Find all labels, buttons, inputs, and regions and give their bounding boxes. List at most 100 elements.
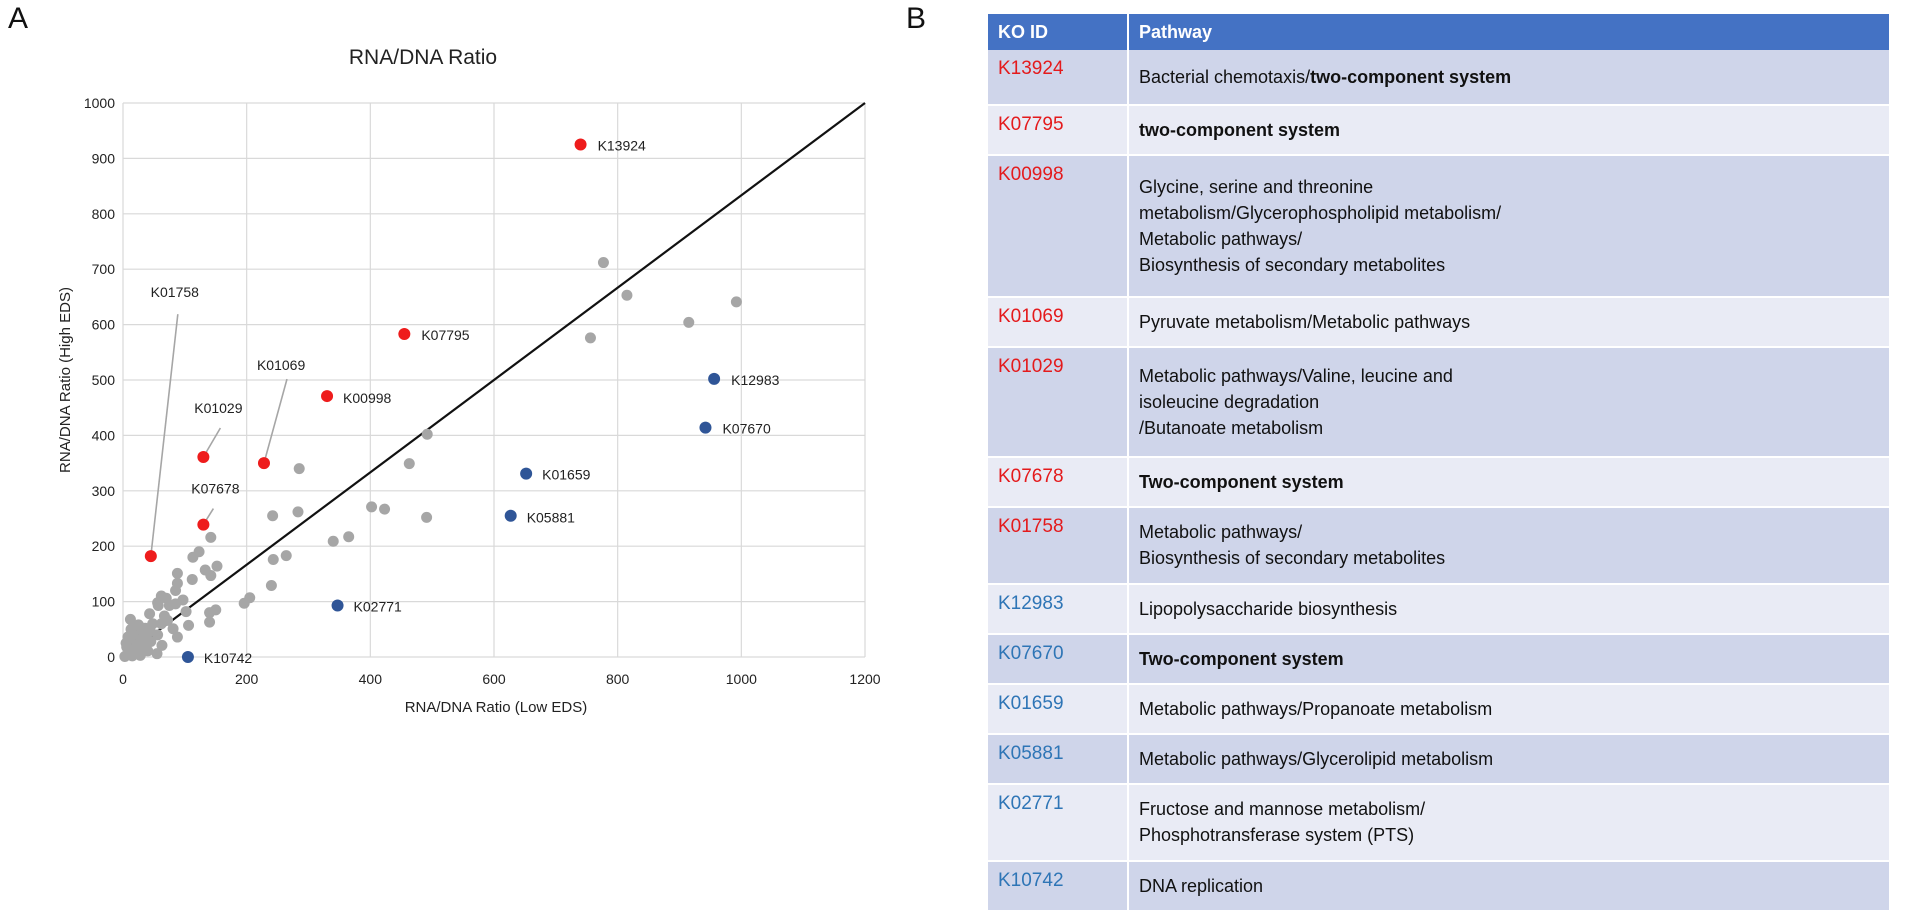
y-tick-label: 300: [92, 483, 116, 499]
ko-id-cell: K05881: [988, 733, 1129, 785]
y-tick-label: 400: [92, 427, 116, 443]
pathway-line: /Butanoate metabolism: [1139, 415, 1879, 441]
pathway-line: Bacterial chemotaxis/two-component syste…: [1139, 64, 1879, 90]
y-tick-label: 500: [92, 372, 116, 388]
pathway-line: Metabolic pathways/Valine, leucine and: [1139, 363, 1879, 389]
chart-title: RNA/DNA Ratio: [349, 46, 497, 69]
header-ko-id: KO ID: [988, 14, 1129, 50]
data-point: [171, 631, 183, 643]
pathway-cell: Bacterial chemotaxis/two-component syste…: [1128, 50, 1891, 106]
pathway-text-bold: two-component system: [1310, 66, 1512, 87]
x-tick-label: 1000: [726, 671, 757, 687]
data-points: [119, 138, 742, 663]
data-point: [265, 580, 277, 592]
data-point: [139, 637, 151, 649]
pathway-cell: Fructose and mannose metabolism/Phosphot…: [1128, 783, 1891, 863]
data-point: [730, 296, 742, 308]
data-point-k05881: [504, 509, 517, 522]
y-tick-label: 600: [92, 317, 116, 333]
pathway-cell: Two-component system: [1128, 456, 1891, 508]
pathway-text: Metabolic pathways/Glycerolipid metaboli…: [1139, 748, 1494, 769]
data-point: [167, 623, 179, 635]
table-row: K07795 two-component system: [988, 104, 1891, 156]
data-point: [132, 619, 144, 631]
pathway-line: Metabolic pathways/Glycerolipid metaboli…: [1139, 746, 1879, 772]
panel-label-b: B: [906, 2, 927, 35]
data-point-k13924: [574, 138, 587, 151]
point-label-k07678: K07678: [191, 481, 239, 497]
pathway-cell: Glycine, serine and threonine metabolism/…: [1128, 154, 1891, 299]
pathway-cell: Two-component system: [1128, 633, 1891, 685]
data-point-k01659: [520, 467, 533, 480]
pathway-line: Biosynthesis of secondary metabolites: [1139, 252, 1879, 278]
ko-id-cell: K13924: [988, 50, 1129, 106]
data-point: [170, 585, 182, 597]
data-point: [155, 618, 167, 630]
data-point: [205, 531, 217, 543]
pathway-text: Metabolic pathways/: [1139, 228, 1303, 249]
data-point: [238, 597, 250, 609]
table-row: K07678 Two-component system: [988, 456, 1891, 508]
table-row: K01659 Metabolic pathways/Propanoate meta…: [988, 683, 1891, 735]
table-row: K01029 Metabolic pathways/Valine, leucine…: [988, 346, 1891, 458]
pathway-line: metabolism/Glycerophospholipid metabolis…: [1139, 200, 1879, 226]
pathway-line: Pyruvate metabolism/Metabolic pathways: [1139, 309, 1879, 335]
data-point: [151, 648, 163, 660]
data-point: [183, 619, 195, 631]
y-tick-label: 800: [92, 206, 116, 222]
pathway-line: Phosphotransferase system (PTS): [1139, 822, 1879, 848]
ko-id-cell: K01758: [988, 506, 1129, 586]
data-point: [204, 607, 216, 619]
pathway-cell: Metabolic pathways/Propanoate metabolism: [1128, 683, 1891, 735]
data-point: [119, 650, 131, 662]
pathway-text: metabolism/Glycerophospholipid metabolis…: [1139, 202, 1502, 223]
data-point: [147, 618, 159, 630]
data-point-k01029: [197, 451, 210, 464]
ko-id-cell: K01069: [988, 297, 1129, 348]
pathway-text: Bacterial chemotaxis/: [1139, 66, 1311, 87]
header-pathway: Pathway: [1128, 14, 1891, 50]
pathway-line: Metabolic pathways/: [1139, 519, 1879, 545]
data-point-k07670: [699, 421, 712, 434]
y-tick-label: 200: [92, 538, 116, 554]
pathway-text: Biosynthesis of secondary metabolites: [1139, 548, 1446, 569]
pathway-text: Metabolic pathways/Valine, leucine and: [1139, 365, 1453, 386]
pathway-line: Fructose and mannose metabolism/: [1139, 796, 1879, 822]
data-point-k00998: [321, 390, 334, 403]
pathway-text-bold: two-component system: [1139, 119, 1341, 140]
pathway-line: Metabolic pathways/Propanoate metabolism: [1139, 696, 1879, 722]
data-point: [156, 639, 168, 651]
pathway-text: Lipopolysaccharide biosynthesis: [1139, 598, 1398, 619]
data-point: [152, 599, 164, 611]
data-point-k01758: [144, 550, 157, 563]
y-tick-label: 0: [107, 649, 115, 665]
point-label-k12983: K12983: [731, 372, 779, 388]
table-row: K13924 Bacterial chemotaxis/two-component…: [988, 50, 1891, 106]
data-point: [379, 503, 391, 515]
pathway-line: Two-component system: [1139, 469, 1879, 495]
x-tick-label: 1200: [849, 671, 880, 687]
callout-line-k01758: [150, 314, 179, 557]
point-labels: K13924 K07795 K00998 K01069 K01029 K07678 K017…: [151, 138, 780, 666]
point-label-k01659: K01659: [542, 467, 590, 483]
table-row: K02771 Fructose and mannose metabolism/Ph…: [988, 783, 1891, 863]
pathway-text: Glycine, serine and threonine: [1139, 176, 1374, 197]
y-tick-label: 100: [92, 594, 116, 610]
y-tick-label: 700: [92, 261, 116, 277]
data-point: [267, 553, 279, 565]
pathway-text: DNA replication: [1139, 876, 1264, 896]
pathway-line: Biosynthesis of secondary metabolites: [1139, 545, 1879, 571]
callout-lines: [150, 314, 288, 557]
data-point: [403, 458, 415, 470]
callout-line-k01069: [263, 378, 288, 464]
data-point-k10742: [181, 651, 194, 663]
data-point: [171, 567, 183, 579]
x-tick-label: 200: [235, 671, 259, 687]
point-label-k07795: K07795: [421, 327, 469, 343]
data-point: [584, 332, 596, 344]
pathway-text-bold: Two-component system: [1139, 648, 1344, 669]
data-point: [204, 616, 216, 628]
data-point: [366, 501, 378, 513]
data-point: [187, 551, 199, 563]
data-point-k02771: [331, 599, 344, 612]
